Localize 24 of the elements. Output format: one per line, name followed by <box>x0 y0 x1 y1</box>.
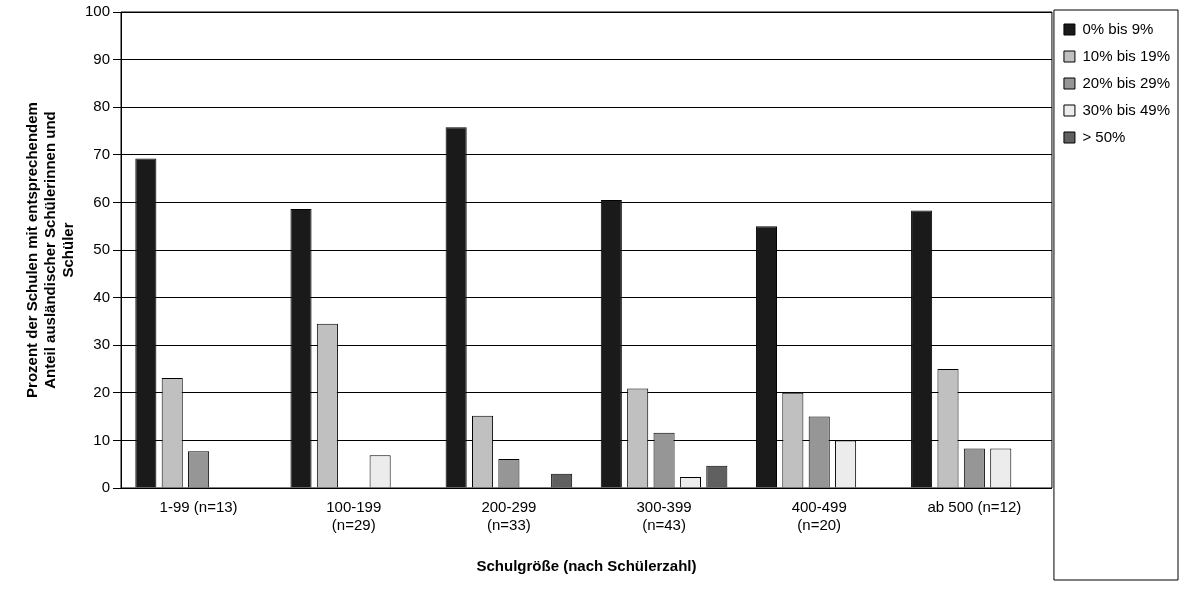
y-tick-label: 30 <box>93 335 111 353</box>
y-tick-label: 20 <box>93 382 111 400</box>
y-tick-label: 40 <box>93 287 111 305</box>
y-tick-label: 60 <box>93 192 111 210</box>
y-tick-label: 10 <box>93 430 111 448</box>
x-tick-label: 400-499 (n=20) <box>791 498 847 534</box>
y-tick-label: 100 <box>85 2 111 20</box>
x-tick-label: 100-199 (n=29) <box>326 498 382 534</box>
legend-label: 30% bis 49% <box>1082 100 1171 118</box>
legend-label: 20% bis 29% <box>1082 73 1171 91</box>
y-tick-label: 70 <box>93 144 111 162</box>
x-tick-label: 1-99 (n=13) <box>159 498 238 516</box>
x-tick-label: 300-399 (n=43) <box>636 498 692 534</box>
y-axis-title: Prozent der Schulen mit entsprechendem Anteil ausländischer Schülerinnen und Schüler <box>23 102 77 398</box>
legend-label: 0% bis 9% <box>1082 19 1154 37</box>
y-tick-label: 0 <box>101 478 111 496</box>
y-tick-label: 80 <box>93 97 111 115</box>
x-tick-label: ab 500 (n=12) <box>927 498 1022 516</box>
y-tick-label: 50 <box>93 240 111 258</box>
x-axis-title: Schulgröße (nach Schülerzahl) <box>476 557 697 575</box>
x-tick-label: 200-299 (n=33) <box>481 498 537 534</box>
y-tick-label: 90 <box>93 49 111 67</box>
legend-label: > 50% <box>1082 127 1126 145</box>
legend-label: 10% bis 19% <box>1082 46 1171 64</box>
